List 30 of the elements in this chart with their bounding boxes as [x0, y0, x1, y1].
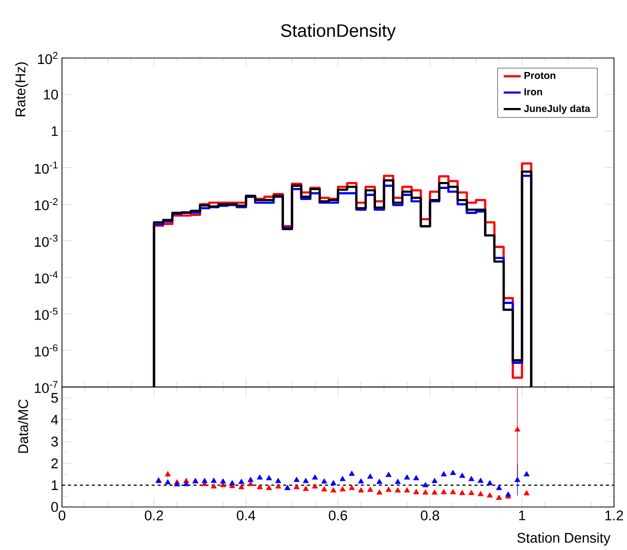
- y-tick-label: 10$^{-1}$: [34, 162, 58, 174]
- y-tick-label: 10$^{2}$: [38, 52, 58, 64]
- y-tick-label: 1: [52, 480, 58, 490]
- x-tick-label: 0.4: [236, 510, 256, 520]
- chart-title: StationDensity: [281, 24, 396, 41]
- y-tick-label: 10$^{-6}$: [34, 344, 58, 357]
- x-tick-label: 0.2: [144, 510, 163, 520]
- y-tick-label: 0: [51, 502, 58, 512]
- legend-label: Proton: [524, 72, 556, 80]
- y-tick-label: 10$^{-7}$: [34, 380, 58, 394]
- legend-label: Iron: [524, 88, 542, 96]
- y-axis-title: Rate(Hz): [15, 62, 28, 116]
- y-tick-label: 4: [51, 414, 58, 425]
- y-tick-label: 10$^{-3}$: [34, 234, 58, 247]
- y-tick-label: 1: [52, 126, 58, 136]
- x-tick-label: 0: [58, 510, 66, 520]
- x-tick-label: 1.2: [605, 510, 624, 520]
- x-tick-label: 0.6: [328, 510, 348, 520]
- x-tick-label: 1: [519, 510, 526, 520]
- y-tick-label: 10$^{-5}$: [34, 308, 58, 320]
- y-tick-label: 10: [44, 90, 58, 100]
- legend-label: JuneJuly data: [524, 104, 590, 114]
- y-tick-label: 3: [51, 436, 58, 446]
- y-tick-label: 5: [51, 393, 58, 403]
- x-tick-label: 0.8: [420, 510, 440, 520]
- y-tick-label: 10$^{-2}$: [34, 198, 58, 210]
- y-tick-label: 2: [51, 458, 58, 468]
- y-axis-title: Data/MC: [18, 399, 28, 453]
- x-axis-title: Station Density: [517, 532, 610, 546]
- y-tick-label: 10$^{-4}$: [34, 271, 58, 284]
